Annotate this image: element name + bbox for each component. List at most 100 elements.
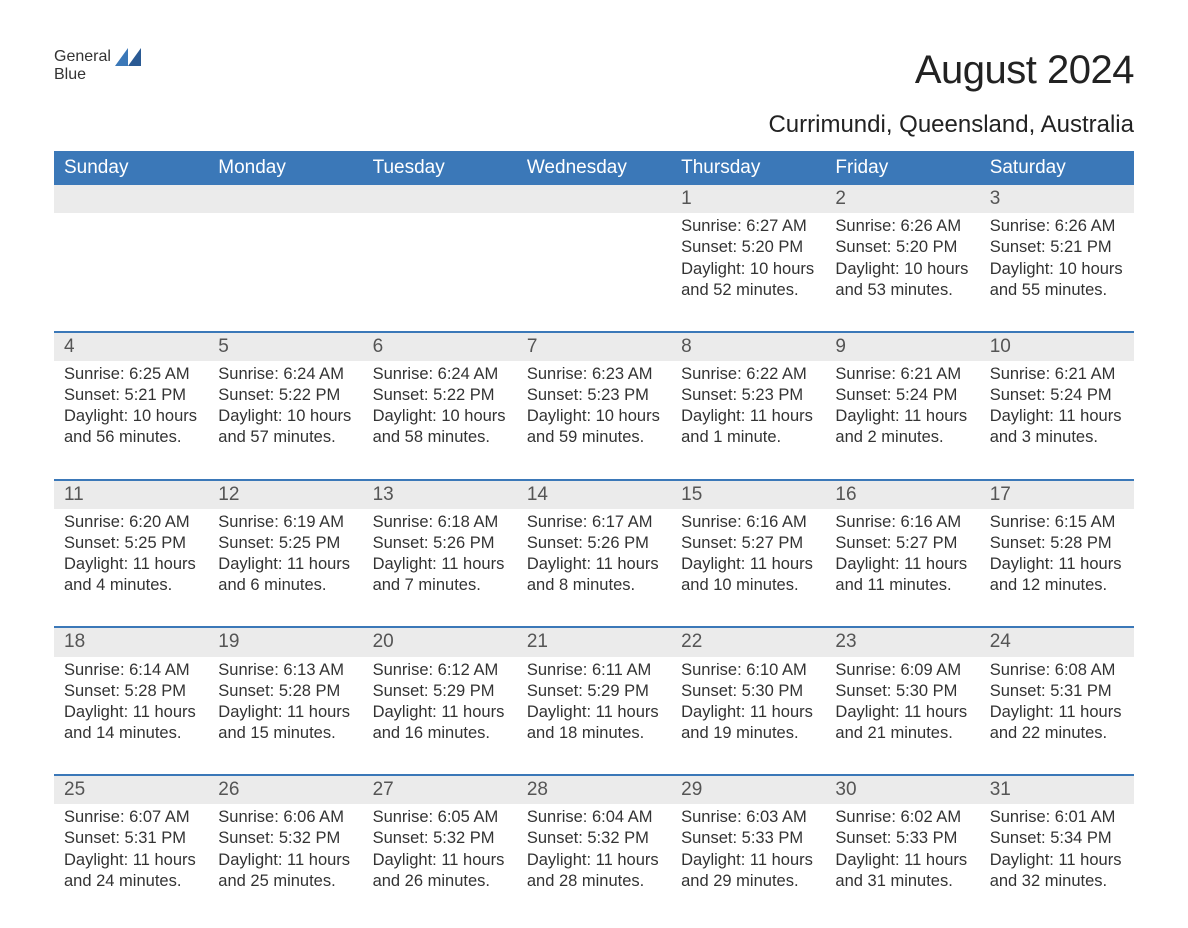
day-sunset: Sunset: 5:25 PM — [218, 533, 352, 554]
calendar-cell — [208, 185, 362, 332]
logo: General Blue — [54, 48, 141, 84]
day-sunset: Sunset: 5:28 PM — [990, 533, 1124, 554]
day-number: 11 — [54, 481, 208, 509]
day-content: Sunrise: 6:10 AMSunset: 5:30 PMDaylight:… — [681, 660, 815, 744]
day-daylight2: and 59 minutes. — [527, 427, 661, 448]
calendar-cell: 7Sunrise: 6:23 AMSunset: 5:23 PMDaylight… — [517, 332, 671, 480]
day-daylight1: Daylight: 11 hours — [218, 554, 352, 575]
day-daylight2: and 8 minutes. — [527, 575, 661, 596]
day-daylight2: and 57 minutes. — [218, 427, 352, 448]
day-number: 21 — [517, 628, 671, 656]
day-content: Sunrise: 6:04 AMSunset: 5:32 PMDaylight:… — [527, 807, 661, 891]
day-sunset: Sunset: 5:25 PM — [64, 533, 198, 554]
day-sunrise: Sunrise: 6:16 AM — [835, 512, 969, 533]
day-sunrise: Sunrise: 6:04 AM — [527, 807, 661, 828]
weekday-header: Wednesday — [517, 151, 671, 185]
day-content: Sunrise: 6:02 AMSunset: 5:33 PMDaylight:… — [835, 807, 969, 891]
day-sunrise: Sunrise: 6:05 AM — [373, 807, 507, 828]
calendar-cell: 25Sunrise: 6:07 AMSunset: 5:31 PMDayligh… — [54, 775, 208, 898]
day-number: 4 — [54, 333, 208, 361]
day-daylight2: and 32 minutes. — [990, 871, 1124, 892]
day-daylight2: and 52 minutes. — [681, 280, 815, 301]
day-content: Sunrise: 6:09 AMSunset: 5:30 PMDaylight:… — [835, 660, 969, 744]
day-content: Sunrise: 6:27 AMSunset: 5:20 PMDaylight:… — [681, 216, 815, 300]
day-sunrise: Sunrise: 6:14 AM — [64, 660, 198, 681]
flag-icon — [115, 48, 141, 66]
weekday-header: Thursday — [671, 151, 825, 185]
day-daylight1: Daylight: 11 hours — [835, 850, 969, 871]
day-number: 23 — [825, 628, 979, 656]
day-daylight1: Daylight: 11 hours — [835, 702, 969, 723]
day-daylight2: and 29 minutes. — [681, 871, 815, 892]
day-sunrise: Sunrise: 6:12 AM — [373, 660, 507, 681]
day-sunrise: Sunrise: 6:18 AM — [373, 512, 507, 533]
day-number: 17 — [980, 481, 1134, 509]
calendar-cell — [517, 185, 671, 332]
day-sunrise: Sunrise: 6:17 AM — [527, 512, 661, 533]
day-content: Sunrise: 6:26 AMSunset: 5:21 PMDaylight:… — [990, 216, 1124, 300]
day-content: Sunrise: 6:25 AMSunset: 5:21 PMDaylight:… — [64, 364, 198, 448]
day-daylight2: and 3 minutes. — [990, 427, 1124, 448]
calendar-cell: 17Sunrise: 6:15 AMSunset: 5:28 PMDayligh… — [980, 480, 1134, 628]
day-number: 5 — [208, 333, 362, 361]
calendar-cell: 23 Sunrise: 6:09 AMSunset: 5:30 PMDayligh… — [825, 627, 979, 775]
day-number: 30 — [825, 776, 979, 804]
day-content: Sunrise: 6:03 AMSunset: 5:33 PMDaylight:… — [681, 807, 815, 891]
day-daylight2: and 14 minutes. — [64, 723, 198, 744]
day-sunset: Sunset: 5:32 PM — [373, 828, 507, 849]
day-sunrise: Sunrise: 6:26 AM — [990, 216, 1124, 237]
day-sunset: Sunset: 5:24 PM — [835, 385, 969, 406]
calendar-cell: 20Sunrise: 6:12 AMSunset: 5:29 PMDayligh… — [363, 627, 517, 775]
day-daylight2: and 2 minutes. — [835, 427, 969, 448]
day-number: 3 — [980, 185, 1134, 213]
calendar-cell: 6Sunrise: 6:24 AMSunset: 5:22 PMDaylight… — [363, 332, 517, 480]
day-number: 13 — [363, 481, 517, 509]
day-sunrise: Sunrise: 6:25 AM — [64, 364, 198, 385]
day-sunrise: Sunrise: 6:26 AM — [835, 216, 969, 237]
day-daylight2: and 22 minutes. — [990, 723, 1124, 744]
day-daylight2: and 28 minutes. — [527, 871, 661, 892]
day-content: Sunrise: 6:20 AMSunset: 5:25 PMDaylight:… — [64, 512, 198, 596]
day-sunset: Sunset: 5:33 PM — [681, 828, 815, 849]
day-content: Sunrise: 6:05 AMSunset: 5:32 PMDaylight:… — [373, 807, 507, 891]
weekday-header: Saturday — [980, 151, 1134, 185]
day-sunrise: Sunrise: 6:09 AM — [835, 660, 969, 681]
day-sunrise: Sunrise: 6:21 AM — [990, 364, 1124, 385]
day-daylight2: and 10 minutes. — [681, 575, 815, 596]
day-daylight1: Daylight: 11 hours — [681, 850, 815, 871]
day-sunset: Sunset: 5:30 PM — [835, 681, 969, 702]
weekday-header: Friday — [825, 151, 979, 185]
day-daylight2: and 4 minutes. — [64, 575, 198, 596]
day-content: Sunrise: 6:16 AMSunset: 5:27 PMDaylight:… — [681, 512, 815, 596]
day-daylight2: and 56 minutes. — [64, 427, 198, 448]
calendar-cell: 9Sunrise: 6:21 AMSunset: 5:24 PMDaylight… — [825, 332, 979, 480]
day-daylight2: and 6 minutes. — [218, 575, 352, 596]
calendar-week-row: 1Sunrise: 6:27 AMSunset: 5:20 PMDaylight… — [54, 185, 1134, 332]
day-content: Sunrise: 6:13 AMSunset: 5:28 PMDaylight:… — [218, 660, 352, 744]
day-sunset: Sunset: 5:32 PM — [527, 828, 661, 849]
weekday-header: Sunday — [54, 151, 208, 185]
day-daylight1: Daylight: 11 hours — [218, 702, 352, 723]
weekday-header: Monday — [208, 151, 362, 185]
calendar-cell: 15 Sunrise: 6:16 AMSunset: 5:27 PMDayligh… — [671, 480, 825, 628]
day-daylight1: Daylight: 10 hours — [835, 259, 969, 280]
day-daylight1: Daylight: 10 hours — [990, 259, 1124, 280]
day-sunrise: Sunrise: 6:24 AM — [373, 364, 507, 385]
day-sunset: Sunset: 5:29 PM — [373, 681, 507, 702]
day-number: 15 — [671, 481, 825, 509]
day-number: 25 — [54, 776, 208, 804]
day-number: 20 — [363, 628, 517, 656]
day-sunset: Sunset: 5:31 PM — [64, 828, 198, 849]
day-sunrise: Sunrise: 6:21 AM — [835, 364, 969, 385]
day-content: Sunrise: 6:22 AMSunset: 5:23 PMDaylight:… — [681, 364, 815, 448]
calendar-cell: 19Sunrise: 6:13 AMSunset: 5:28 PMDayligh… — [208, 627, 362, 775]
day-number: 9 — [825, 333, 979, 361]
day-sunrise: Sunrise: 6:13 AM — [218, 660, 352, 681]
calendar-cell: 8Sunrise: 6:22 AMSunset: 5:23 PMDaylight… — [671, 332, 825, 480]
header-row: General Blue August 2024 — [54, 48, 1134, 93]
day-daylight2: and 16 minutes. — [373, 723, 507, 744]
calendar-body: 1Sunrise: 6:27 AMSunset: 5:20 PMDaylight… — [54, 185, 1134, 898]
day-sunrise: Sunrise: 6:16 AM — [681, 512, 815, 533]
day-sunset: Sunset: 5:23 PM — [681, 385, 815, 406]
day-daylight2: and 55 minutes. — [990, 280, 1124, 301]
